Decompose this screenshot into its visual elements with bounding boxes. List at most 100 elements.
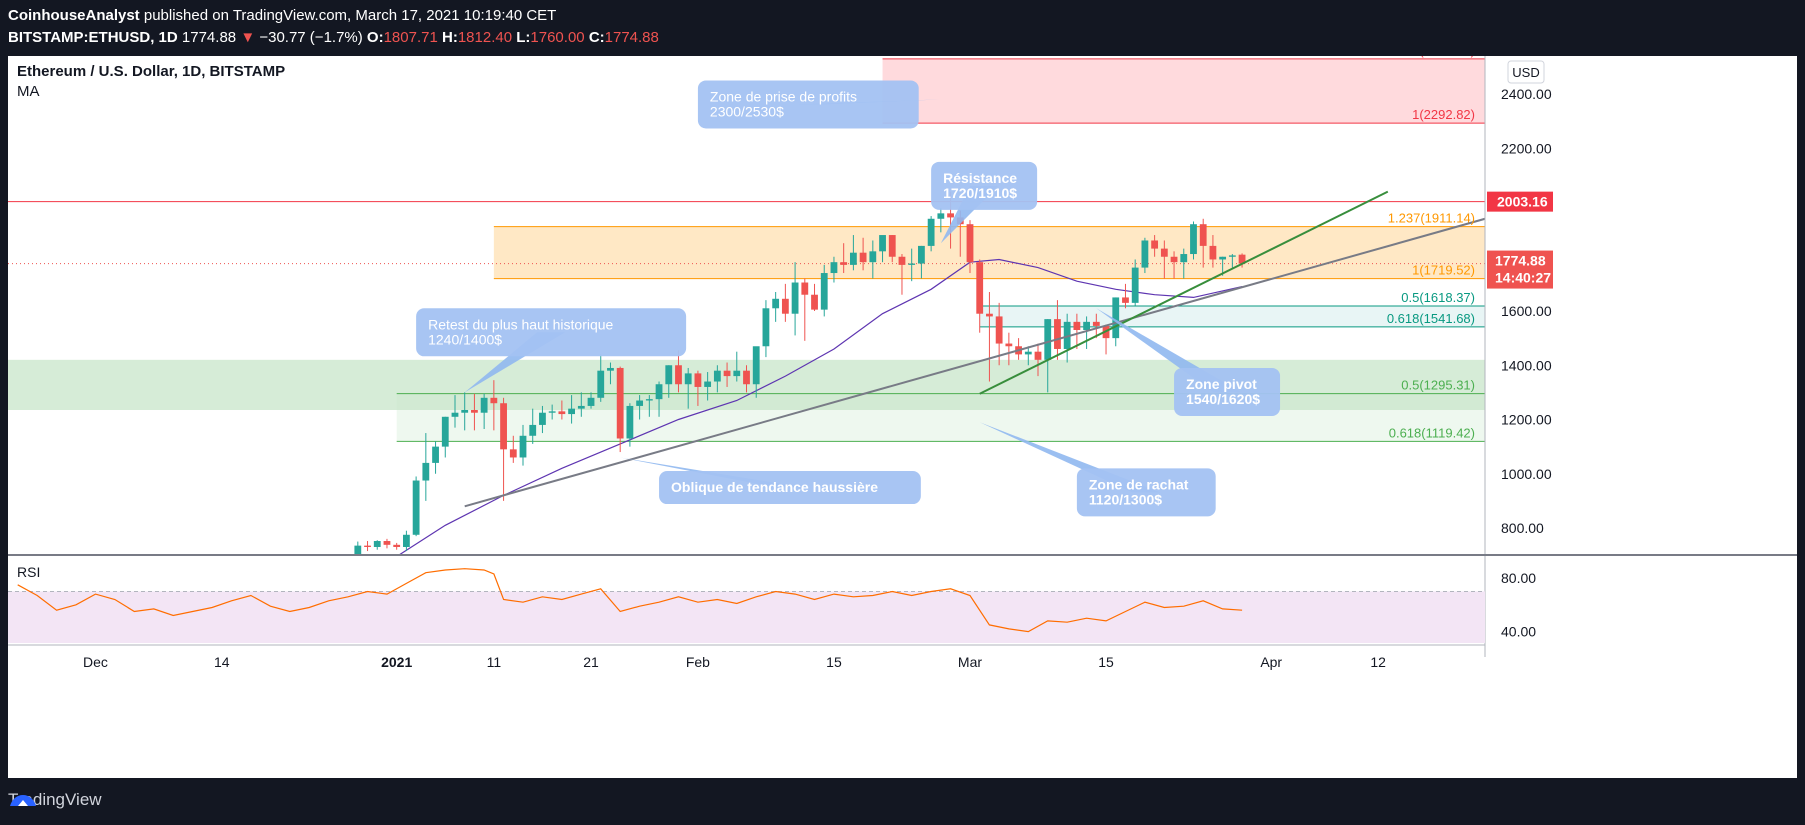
price-badge-text: 1774.88 (1495, 253, 1546, 269)
candle-body (1131, 267, 1139, 303)
candle-body (490, 397, 498, 404)
candle-body (412, 480, 420, 535)
candle-body (859, 252, 867, 263)
currency-button-bg (1507, 60, 1545, 84)
indicator-label: MA (17, 83, 40, 100)
price-chart[interactable]: 1.237(2529.68) 1(2292.82) 1.237(1911.14) 1(… (8, 56, 1797, 778)
candle-body (995, 316, 1003, 344)
x-tick-label: 11 (487, 654, 502, 670)
y-tick-label: 1600.00 (1501, 303, 1552, 319)
low-label: L: (516, 29, 531, 46)
candle (577, 392, 585, 417)
candle-body (820, 273, 828, 310)
annotation-callout[interactable]: Oblique de tendance haussière (620, 457, 921, 505)
ma-line (397, 258, 1243, 555)
candle-body (811, 294, 818, 310)
candle-body (927, 218, 935, 246)
candle (927, 216, 935, 252)
candle (616, 366, 624, 453)
candle-body (373, 541, 381, 547)
rsi-pane[interactable] (8, 568, 1485, 645)
candle-body (548, 411, 556, 413)
open-label: O: (366, 29, 384, 46)
chart-frame[interactable]: 1.237(2529.68) 1(2292.82) 1.237(1911.14) 1(… (8, 56, 1797, 778)
candle (791, 262, 799, 336)
candle (1063, 313, 1071, 363)
candle-body (626, 405, 634, 439)
candle (403, 530, 410, 552)
x-tick-label: Dec (83, 654, 108, 670)
candle-body (1160, 248, 1168, 257)
callout-box (697, 80, 919, 129)
candle (500, 397, 507, 501)
candle (820, 264, 828, 317)
price-badge-text: 2003.16 (1497, 194, 1548, 210)
candle (781, 283, 789, 322)
candle (607, 362, 614, 385)
fib-label: 1(2292.82) (1412, 107, 1475, 122)
candle (684, 367, 692, 409)
candle (519, 424, 527, 466)
x-tick-label: 2021 (381, 654, 412, 670)
candle (772, 292, 780, 322)
y-tick-label: 800.00 (1501, 520, 1544, 536)
author-name[interactable]: CoinhouseAnalyst (8, 7, 140, 24)
trend-line[interactable] (979, 190, 1389, 395)
candle-body (568, 408, 575, 415)
low-value: 1760.00 (530, 29, 585, 46)
x-tick-label: 14 (214, 654, 230, 670)
candle-body (1238, 254, 1246, 264)
currency-button[interactable]: USD (1507, 60, 1545, 84)
fib-label: 0.5(1295.31) (1401, 378, 1475, 393)
candle-body (645, 399, 653, 401)
candle (432, 441, 439, 474)
candle-body (888, 235, 896, 257)
rsi-tick-label: 40.00 (1501, 624, 1536, 640)
callout-text: Retest du plus haut historique (428, 316, 613, 332)
candle (1190, 221, 1197, 260)
close-label: C: (588, 29, 605, 46)
candle-body (655, 384, 663, 400)
candle-body (908, 263, 916, 265)
candle-body (684, 373, 692, 385)
candle-body (1122, 297, 1129, 303)
zone-rect (882, 58, 1485, 124)
candle-body (1190, 224, 1197, 255)
main-pane[interactable]: 1.237(2529.68) 1(2292.82) 1.237(1911.14) 1(… (8, 56, 1485, 561)
candle (1044, 319, 1052, 393)
high-label: H: (442, 29, 458, 46)
candle (859, 237, 867, 271)
candle-body (752, 346, 760, 385)
candle (937, 207, 945, 233)
trend-line[interactable] (464, 217, 1485, 508)
candle-body (869, 251, 877, 263)
candle (655, 381, 663, 417)
candle-body (1024, 351, 1032, 355)
currency-button-label: USD (1512, 65, 1539, 80)
open-value: 1807.71 (383, 29, 438, 46)
candle-body (1228, 255, 1236, 257)
x-tick-label: 21 (583, 654, 599, 670)
candle-body (937, 213, 945, 219)
price-badge-bg (1487, 250, 1553, 289)
candle-body (1083, 321, 1090, 330)
candle (966, 220, 974, 274)
callout-text: Oblique de tendance haussière (671, 479, 878, 495)
candle-body (1199, 224, 1207, 246)
x-tick-label: 12 (1370, 654, 1386, 670)
candle-body (1054, 319, 1061, 349)
zone-rect (493, 226, 1485, 279)
candle-body (364, 545, 371, 547)
candle-body (723, 370, 731, 377)
candle (539, 405, 546, 434)
candle-body (976, 262, 984, 314)
candle-body (840, 262, 848, 265)
tradingview-logo-icon[interactable] (8, 790, 38, 810)
candle-body (539, 412, 546, 425)
candle (665, 365, 673, 398)
